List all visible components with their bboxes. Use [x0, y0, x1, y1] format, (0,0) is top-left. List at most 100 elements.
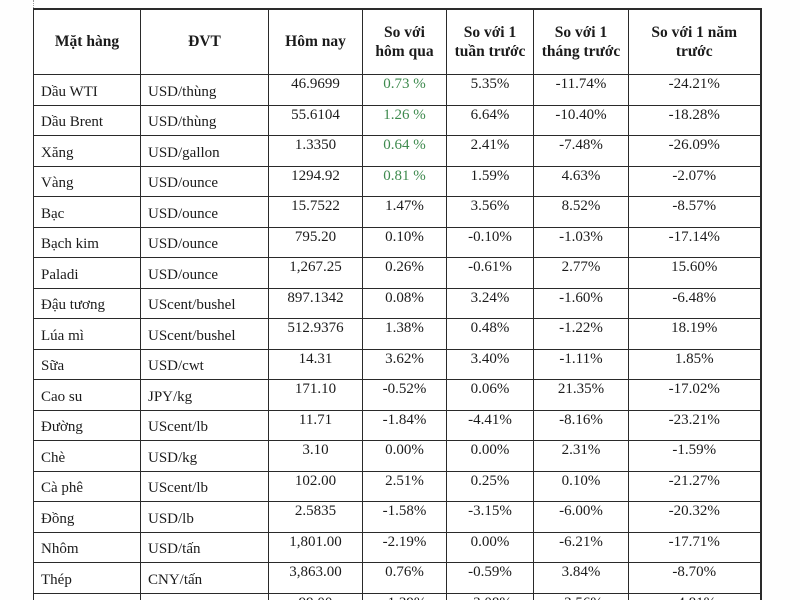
- table-row: Sữa USD/cwt 14.31 3.62% 3.40% -1.11% 1.8…: [33, 348, 761, 380]
- cell-vs-month: -6.00%: [533, 501, 629, 533]
- cell-commodity: Đậu tương: [33, 287, 141, 319]
- cell-vs-year: -24.21%: [628, 74, 761, 106]
- table-body: Dầu WTI USD/thùng 46.9699 0.73 % 5.35% -…: [33, 74, 761, 600]
- header-row: Mặt hàng ĐVT Hôm nay So với hôm qua So v…: [33, 8, 761, 75]
- commodity-price-table: Mặt hàng ĐVT Hôm nay So với hôm qua So v…: [33, 8, 762, 600]
- cell-vs-year: -8.70%: [628, 562, 761, 594]
- cell-vs-year: 18.19%: [628, 318, 761, 350]
- cell-commodity: Sữa: [33, 348, 141, 380]
- table-row: Đồng USD/lb 2.5835 -1.58% -3.15% -6.00% …: [33, 501, 761, 533]
- cell-vs-year: -20.32%: [628, 501, 761, 533]
- cell-unit: USD/lb: [140, 501, 269, 533]
- cell-vs-yesterday: 1.26 %: [362, 104, 447, 136]
- table-row: Lúa mì UScent/bushel 512.9376 1.38% 0.48…: [33, 318, 761, 350]
- cell-vs-week: -4.41%: [446, 409, 534, 441]
- cell-vs-week: -0.61%: [446, 257, 534, 289]
- cell-vs-week: -3.15%: [446, 501, 534, 533]
- cell-vs-month: 0.10%: [533, 470, 629, 502]
- cell-vs-month: 4.63%: [533, 165, 629, 197]
- cell-vs-week: 0.25%: [446, 470, 534, 502]
- cell-commodity: Chè: [33, 440, 141, 472]
- cell-today: 99.00: [268, 592, 363, 600]
- cell-commodity: Thép: [33, 562, 141, 594]
- cell-today: 55.6104: [268, 104, 363, 136]
- cell-commodity: Dầu Brent: [33, 104, 141, 136]
- cell-unit: USD/tấn: [140, 531, 269, 563]
- cell-commodity: Cà phê: [33, 470, 141, 502]
- cell-today: 11.71: [268, 409, 363, 441]
- cell-vs-year: -26.09%: [628, 135, 761, 167]
- cell-commodity: Bạch kim: [33, 226, 141, 258]
- cell-vs-year: -17.02%: [628, 379, 761, 411]
- cell-vs-year: -2.07%: [628, 165, 761, 197]
- cell-today: 46.9699: [268, 74, 363, 106]
- cell-vs-yesterday: 2.51%: [362, 470, 447, 502]
- cell-vs-yesterday: 0.73 %: [362, 74, 447, 106]
- table-row: Dầu Brent USD/thùng 55.6104 1.26 % 6.64%…: [33, 104, 761, 136]
- cell-vs-week: 1.59%: [446, 165, 534, 197]
- cell-vs-month: -8.16%: [533, 409, 629, 441]
- cell-commodity: Xăng: [33, 135, 141, 167]
- cell-commodity: Đường: [33, 409, 141, 441]
- cell-today: 897.1342: [268, 287, 363, 319]
- cell-vs-month: -6.21%: [533, 531, 629, 563]
- cell-vs-month: 3.84%: [533, 562, 629, 594]
- header-today: Hôm nay: [268, 8, 363, 75]
- table-row: Cà phê UScent/lb 102.00 2.51% 0.25% 0.10…: [33, 470, 761, 502]
- table-row: Nhôm USD/tấn 1,801.00 -2.19% 0.00% -6.21…: [33, 531, 761, 563]
- cell-vs-month: -10.40%: [533, 104, 629, 136]
- cell-unit: UScent/lb: [140, 470, 269, 502]
- cell-vs-yesterday: 0.00%: [362, 440, 447, 472]
- cell-unit: USD/gallon: [140, 135, 269, 167]
- cell-vs-yesterday: 0.64 %: [362, 135, 447, 167]
- table-row: Cao su JPY/kg 171.10 -0.52% 0.06% 21.35%…: [33, 379, 761, 411]
- cell-vs-week: 3.40%: [446, 348, 534, 380]
- cell-commodity: Lúa mì: [33, 318, 141, 350]
- table-row: Xăng USD/gallon 1.3350 0.64 % 2.41% -7.4…: [33, 135, 761, 167]
- table-row: Thép CNY/tấn 3,863.00 0.76% -0.59% 3.84%…: [33, 562, 761, 594]
- cell-vs-month: -1.11%: [533, 348, 629, 380]
- cell-vs-week: 5.35%: [446, 74, 534, 106]
- cell-vs-week: 6.64%: [446, 104, 534, 136]
- header-commodity: Mặt hàng: [33, 8, 141, 75]
- cell-vs-month: -2.56%: [533, 592, 629, 600]
- cell-today: 1,267.25: [268, 257, 363, 289]
- cell-vs-month: -11.74%: [533, 74, 629, 106]
- cell-vs-week: 0.00%: [446, 440, 534, 472]
- cell-commodity: Đồng: [33, 501, 141, 533]
- cell-vs-yesterday: 1.38%: [362, 318, 447, 350]
- cell-vs-week: 0.48%: [446, 318, 534, 350]
- cell-today: 14.31: [268, 348, 363, 380]
- header-vs-week: So với 1 tuần trước: [446, 8, 534, 75]
- cell-vs-year: -21.27%: [628, 470, 761, 502]
- cell-today: 171.10: [268, 379, 363, 411]
- cell-vs-month: -1.22%: [533, 318, 629, 350]
- cell-unit: JPY/kg: [140, 379, 269, 411]
- cell-vs-month: 2.31%: [533, 440, 629, 472]
- cell-commodity: Than đá: [33, 592, 141, 600]
- cell-vs-year: -17.71%: [628, 531, 761, 563]
- cell-today: 1.3350: [268, 135, 363, 167]
- cell-unit: USD/ounce: [140, 257, 269, 289]
- cell-vs-year: -1.59%: [628, 440, 761, 472]
- cell-unit: USD/tấn: [140, 592, 269, 600]
- cell-today: 2.5835: [268, 501, 363, 533]
- cell-vs-week: 0.00%: [446, 531, 534, 563]
- cell-vs-yesterday: -1.58%: [362, 501, 447, 533]
- cell-vs-week: 3.56%: [446, 196, 534, 228]
- cell-today: 3,863.00: [268, 562, 363, 594]
- cell-unit: USD/cwt: [140, 348, 269, 380]
- cell-vs-week: 2.41%: [446, 135, 534, 167]
- cell-vs-week: 0.06%: [446, 379, 534, 411]
- cell-today: 1,801.00: [268, 531, 363, 563]
- cell-commodity: Vàng: [33, 165, 141, 197]
- cell-today: 102.00: [268, 470, 363, 502]
- cell-unit: USD/ounce: [140, 196, 269, 228]
- cell-vs-week: 3.24%: [446, 287, 534, 319]
- cell-unit: USD/ounce: [140, 165, 269, 197]
- cell-vs-month: -1.03%: [533, 226, 629, 258]
- table-row: Bạch kim USD/ounce 795.20 0.10% -0.10% -…: [33, 226, 761, 258]
- cell-vs-week: -3.08%: [446, 592, 534, 600]
- cell-vs-yesterday: 1.47%: [362, 196, 447, 228]
